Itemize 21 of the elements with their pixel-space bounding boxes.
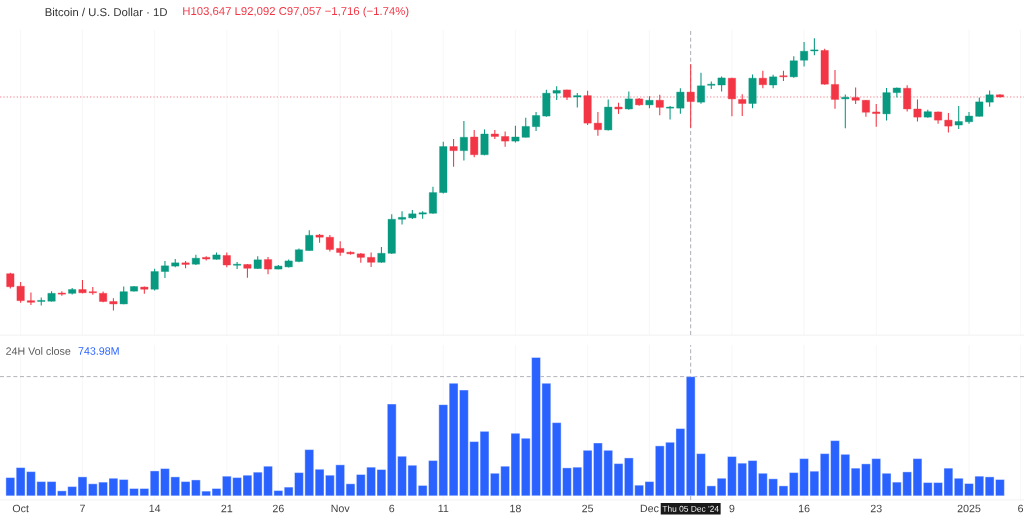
x-tick-label: 25 xyxy=(582,504,594,513)
x-tick-label: 23 xyxy=(870,504,882,513)
x-tick-label: 18 xyxy=(510,504,521,513)
chart-title: Bitcoin / U.S. Dollar · 1D xyxy=(45,7,167,17)
x-tick-label: 7 xyxy=(80,504,85,513)
x-tick-label: 6 xyxy=(389,504,395,513)
x-tick-label: Oct xyxy=(12,504,29,513)
x-tick-label: 16 xyxy=(798,504,810,513)
x-tick-label: 14 xyxy=(149,504,161,513)
x-tick-label: Dec xyxy=(640,504,659,513)
text: 24H Vol close xyxy=(6,347,71,355)
x-tick-label: 6 xyxy=(1018,504,1024,513)
text: 743.98M xyxy=(78,347,119,355)
x-tick-label: 2025 xyxy=(957,504,981,513)
x-tick-label: Nov xyxy=(331,504,350,513)
x-tick-label: 11 xyxy=(438,504,449,513)
ref-line-label: Thu 05 Dec '24 xyxy=(662,505,719,512)
x-tick-label: 9 xyxy=(729,504,735,513)
x-tick-label: 21 xyxy=(221,504,233,513)
x-tick-label: 26 xyxy=(272,504,284,513)
chart-subtitle: H103,647 L92,092 C97,057 −1,716 (−1.74%) xyxy=(183,6,409,18)
